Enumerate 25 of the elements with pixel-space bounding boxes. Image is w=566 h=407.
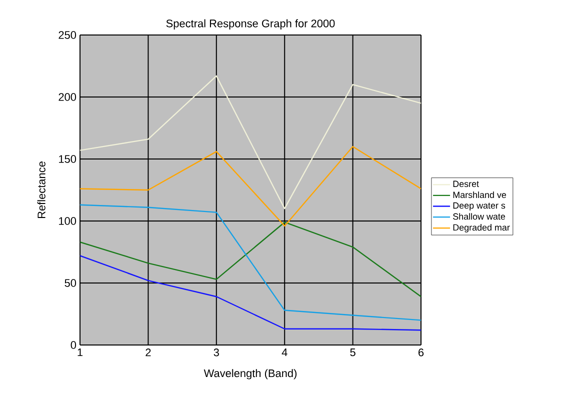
legend-label: Degraded mar <box>453 224 510 232</box>
line-series <box>80 255 422 331</box>
legend-label: Desret <box>453 180 479 188</box>
y-tick-label: 200 <box>58 93 76 101</box>
y-tick-label: 150 <box>59 155 76 163</box>
x-tick-label: 3 <box>214 348 219 356</box>
y-tick-label: 0 <box>70 341 76 349</box>
x-tick-label: 4 <box>282 348 288 356</box>
y-tick-label: 50 <box>64 279 76 287</box>
legend-label: Marshland ve <box>453 191 506 198</box>
chart-title: Spectral Response Graph for 2000 <box>166 19 335 30</box>
y-axis-title: Reflectance <box>37 162 46 218</box>
x-tick-label: 1 <box>78 348 83 356</box>
line-series <box>80 75 422 210</box>
line-series <box>80 146 422 227</box>
x-axis-title: Wavelength (Band) <box>204 369 297 380</box>
x-tick-label: 6 <box>418 348 424 356</box>
legend-label: Shallow wate <box>453 213 506 220</box>
x-tick-label: 2 <box>146 348 151 356</box>
legend-label: Deep water s <box>453 202 506 210</box>
y-tick-label: 250 <box>58 31 76 39</box>
x-tick-label: 5 <box>350 348 356 356</box>
line-series <box>80 204 422 321</box>
y-tick-label: 100 <box>59 217 76 225</box>
line-series <box>80 222 422 298</box>
